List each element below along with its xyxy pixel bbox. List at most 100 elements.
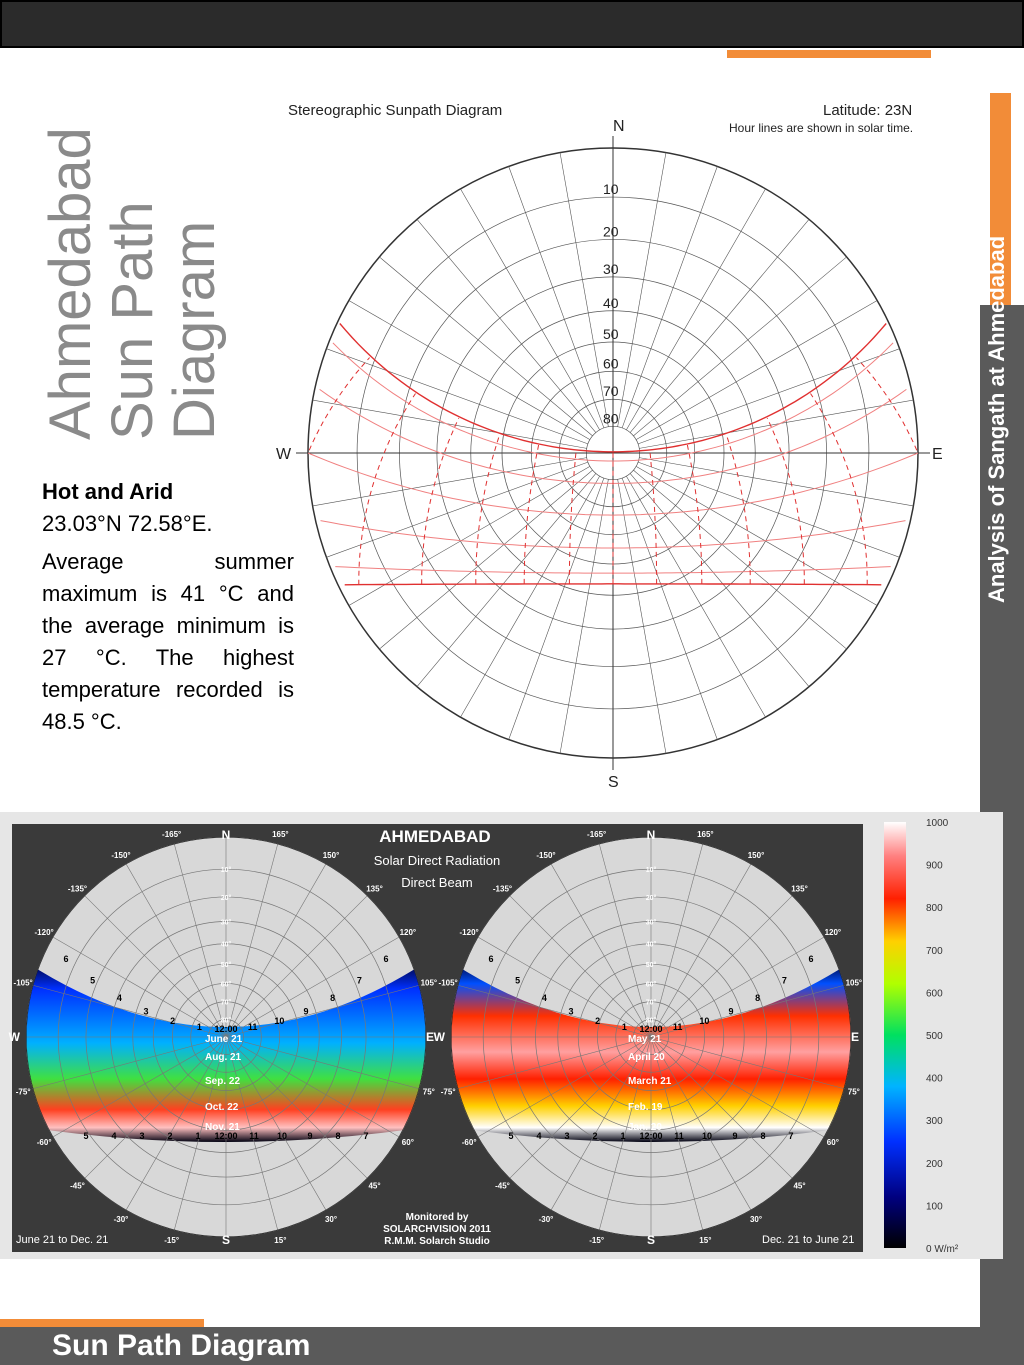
hour-label: 6	[383, 954, 388, 964]
dome-south-label: S	[647, 1233, 655, 1247]
azimuth-label: -15°	[589, 1236, 604, 1245]
azimuth-label: 60°	[827, 1138, 839, 1147]
azimuth-label: 135°	[366, 885, 383, 894]
left-date-labels: June 21 Aug. 21 Sep. 22 Oct. 22 Nov. 21	[205, 1034, 243, 1133]
hour-label: 1	[195, 1131, 200, 1141]
date-label: Oct. 22	[205, 1102, 239, 1113]
sun-path-curves	[307, 323, 919, 586]
page-title-line-2: Sun Path	[100, 201, 165, 440]
azimuth-line	[508, 477, 605, 740]
altitude-labels: 10 20 30 40 50 60 70 80	[603, 181, 619, 426]
azimuth-line	[460, 188, 600, 431]
azimuth-label: 150°	[323, 851, 340, 860]
hour-label: 7	[357, 975, 362, 985]
azimuth-line	[635, 300, 878, 440]
dome-azimuth-line	[650, 1036, 845, 1090]
dome-azimuth-line	[650, 1036, 752, 1211]
left-caption: June 21 to Dec. 21	[16, 1234, 108, 1246]
azimuth-line	[626, 188, 766, 431]
right-dome	[451, 837, 851, 1237]
date-label: June 21	[205, 1034, 243, 1045]
climate-heading: Hot and Arid	[42, 479, 174, 504]
hour-label: 1	[622, 1022, 627, 1032]
azimuth-line	[559, 479, 609, 754]
hour-label: 6	[63, 954, 68, 964]
dome-azimuth-line	[650, 843, 704, 1038]
azimuth-line	[635, 466, 878, 606]
dome-azimuth-line	[173, 1036, 227, 1231]
dome-azimuth-line	[225, 863, 327, 1038]
scale-label: 600	[926, 988, 943, 999]
dome-azimuth-line	[477, 936, 652, 1038]
sunpath-title: Stereographic Sunpath Diagram	[288, 102, 502, 119]
credit-line-1: Monitored by	[406, 1212, 469, 1223]
page-title-line-3: Diagram	[162, 220, 227, 440]
azimuth-label: -165°	[162, 830, 181, 839]
dome-azimuth-line	[550, 1036, 652, 1211]
north-label: N	[613, 118, 625, 135]
hour-line	[856, 357, 918, 451]
hour-line	[766, 417, 805, 585]
dome-azimuth-line	[598, 843, 652, 1038]
hour-label: 3	[139, 1131, 144, 1141]
azimuth-label: -30°	[539, 1215, 554, 1224]
hour-label: 9	[307, 1131, 312, 1141]
azimuth-line	[639, 457, 914, 507]
hour-label: 7	[782, 975, 787, 985]
dome-azimuth-line	[52, 936, 227, 1038]
dome-azimuth-line	[225, 895, 368, 1038]
hour-label: 10	[699, 1016, 709, 1026]
azimuth-line	[379, 469, 593, 650]
right-dome-grid	[451, 837, 851, 1237]
hour-label: 8	[760, 1131, 765, 1141]
azimuth-label: -165°	[587, 830, 606, 839]
credit-line-2: SOLARCHVISION 2011	[383, 1224, 491, 1235]
azimuth-label: 15°	[274, 1236, 286, 1245]
dome-azimuth-line	[225, 1036, 400, 1138]
dome-azimuth-line	[650, 863, 752, 1038]
azimuth-line	[379, 256, 593, 437]
hour-label: 5	[515, 975, 520, 985]
right-caption: Dec. 21 to June 21	[762, 1234, 854, 1246]
dome-azimuth-line	[650, 1036, 704, 1231]
date-label: Nov. 21	[205, 1122, 240, 1133]
side-label-text: Analysis of Sangath	[984, 386, 1009, 603]
dome-north-label: N	[222, 828, 231, 842]
azimuth-line	[621, 477, 718, 740]
hour-label: 8	[330, 993, 335, 1003]
azimuth-label: -30°	[114, 1215, 129, 1224]
dome-altitude-label: 10°	[221, 866, 232, 874]
hour-label: 3	[564, 1131, 569, 1141]
side-label-highlight: at Ahmedabad	[984, 235, 1009, 387]
dome-azimuth-line	[650, 984, 845, 1038]
azimuth-label: 105°	[421, 979, 438, 988]
azimuth-line	[639, 399, 914, 449]
dome-altitude-label: 30°	[646, 919, 657, 927]
hour-label: 1	[197, 1022, 202, 1032]
declination-path	[339, 323, 887, 453]
hour-label: 2	[592, 1131, 597, 1141]
dome-azimuth-line	[225, 984, 420, 1038]
hour-line	[686, 444, 703, 584]
dome-altitude-label: 20°	[221, 894, 232, 902]
azimuth-label: -75°	[441, 1087, 456, 1096]
azimuth-label: 120°	[400, 928, 417, 937]
altitude-label: 50	[603, 326, 619, 342]
radiation-subtitle-1: Solar Direct Radiation	[374, 853, 500, 868]
dome-east-label: E	[851, 1030, 859, 1044]
dome-altitude-label: 50°	[646, 961, 657, 969]
scale-label: 300	[926, 1116, 943, 1127]
altitude-label: 40	[603, 295, 619, 311]
altitude-label: 20	[603, 223, 619, 239]
scale-label: 1000	[926, 818, 949, 829]
azimuth-label: -120°	[35, 928, 54, 937]
dome-altitude-label: 40°	[221, 941, 232, 949]
declination-path	[332, 342, 894, 462]
azimuth-label: -105°	[14, 979, 33, 988]
color-scale-labels: 1000 900 800 700 600 500 400 300 200 100…	[926, 818, 959, 1255]
azimuth-label: -150°	[536, 851, 555, 860]
radiation-panel: AHMEDABAD Solar Direct Radiation Direct …	[0, 812, 1003, 1259]
date-label: April 20	[628, 1052, 665, 1063]
dome-azimuth-line	[457, 1036, 652, 1090]
footer-bar	[0, 1327, 980, 1365]
